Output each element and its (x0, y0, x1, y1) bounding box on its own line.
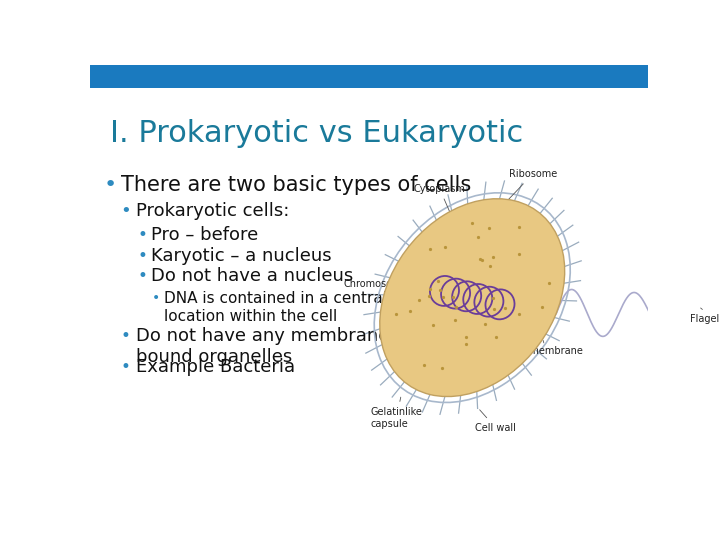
Text: Ribosome: Ribosome (497, 169, 557, 212)
Text: •: • (121, 202, 132, 220)
Text: There are two basic types of cells: There are two basic types of cells (121, 175, 471, 195)
Text: •: • (121, 327, 130, 345)
Text: I. Prokaryotic vs Eukaryotic: I. Prokaryotic vs Eukaryotic (109, 119, 523, 148)
Text: Cell membrane: Cell membrane (508, 340, 583, 356)
Text: •: • (138, 246, 148, 265)
Text: Prokaryotic cells:: Prokaryotic cells: (136, 202, 289, 220)
Text: •: • (151, 292, 160, 306)
Text: Cytoplasm: Cytoplasm (414, 184, 466, 229)
Text: •: • (138, 226, 148, 244)
Text: Do not have any membrane
bound organelles: Do not have any membrane bound organelle… (136, 327, 390, 366)
Text: Example Bacteria: Example Bacteria (136, 358, 295, 376)
FancyBboxPatch shape (90, 65, 648, 88)
Text: •: • (104, 175, 117, 195)
Text: •: • (121, 358, 130, 376)
Text: •: • (138, 267, 148, 285)
Text: Do not have a nucleus: Do not have a nucleus (151, 267, 354, 285)
Text: DNA is contained in a central
location within the cell: DNA is contained in a central location w… (163, 292, 387, 324)
Text: Pro – before: Pro – before (151, 226, 258, 244)
Text: Cell wall: Cell wall (475, 410, 516, 433)
Text: Flagellum: Flagellum (690, 308, 720, 324)
Text: Chromosome: Chromosome (343, 279, 408, 294)
Text: Karyotic – a nucleus: Karyotic – a nucleus (151, 246, 332, 265)
Ellipse shape (379, 199, 564, 396)
Text: Gelatinlike
capsule: Gelatinlike capsule (371, 397, 423, 429)
